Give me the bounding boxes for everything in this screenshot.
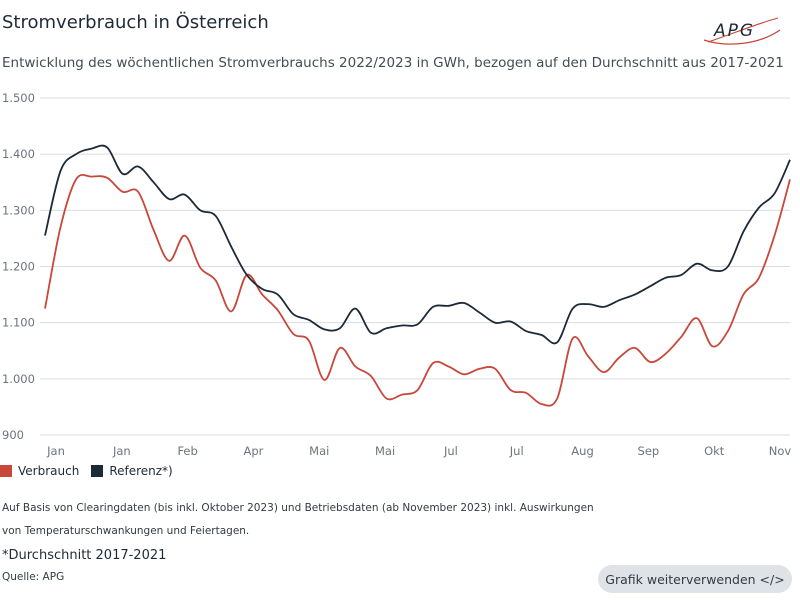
note-line-2: von Temperaturschwankungen und Feiertage… — [2, 525, 250, 537]
note-line-1: Auf Basis von Clearingdaten (bis inkl. O… — [2, 502, 594, 514]
y-tick-label: 1.100 — [2, 316, 35, 330]
x-tick-label: Okt — [704, 444, 725, 458]
legend-swatch-verbrauch — [0, 465, 12, 477]
legend-item-verbrauch[interactable]: Verbrauch — [0, 464, 79, 478]
y-tick-label: 900 — [2, 428, 24, 442]
x-tick-label: Nov — [769, 444, 792, 458]
chart-subtitle: Entwicklung des wöchentlichen Stromverbr… — [2, 55, 784, 71]
x-tick-label: Jul — [443, 444, 458, 458]
x-tick-label: Feb — [177, 444, 197, 458]
reuse-graphic-button[interactable]: Grafik weiterverwenden </> — [598, 565, 792, 593]
logo-text: APG — [713, 21, 755, 41]
x-tick-label: Jan — [112, 444, 131, 458]
y-tick-label: 1.400 — [2, 147, 35, 161]
legend-label-referenz: Referenz*) — [109, 464, 173, 478]
y-tick-label: 1.300 — [2, 203, 35, 217]
series-line-verbrauch — [44, 174, 791, 407]
x-tick-label: Mai — [375, 444, 395, 458]
y-tick-label: 1.000 — [2, 372, 35, 386]
legend-swatch-referenz — [91, 465, 104, 477]
x-axis-ticks: Jan Jan Feb Apr Mai Mai Jul Jul Aug Sep Okt Nov — [46, 444, 791, 458]
y-tick-label: 1.200 — [2, 260, 35, 274]
y-tick-label: 1.500 — [2, 91, 35, 105]
x-tick-label: Jan — [46, 444, 65, 458]
series-lines — [44, 144, 791, 407]
footnote: *Durchschnitt 2017-2021 — [2, 548, 167, 563]
legend: Verbrauch Referenz*) — [0, 464, 185, 478]
x-tick-label: Jul — [509, 444, 524, 458]
x-tick-label: Aug — [571, 444, 593, 458]
legend-label-verbrauch: Verbrauch — [18, 464, 80, 478]
series-line-referenz — [44, 144, 791, 345]
grid-lines — [40, 97, 790, 436]
source-text: Quelle: APG — [2, 571, 65, 583]
legend-item-referenz[interactable]: Referenz*) — [91, 464, 173, 478]
x-tick-label: Apr — [244, 444, 264, 458]
apg-logo: APG — [703, 17, 781, 45]
x-tick-label: Mai — [309, 444, 329, 458]
y-axis-ticks: 900 1.000 1.100 1.200 1.300 1.400 1.500 — [2, 91, 35, 442]
chart-title: Stromverbrauch in Österreich — [2, 12, 269, 33]
x-tick-label: Sep — [638, 444, 660, 458]
